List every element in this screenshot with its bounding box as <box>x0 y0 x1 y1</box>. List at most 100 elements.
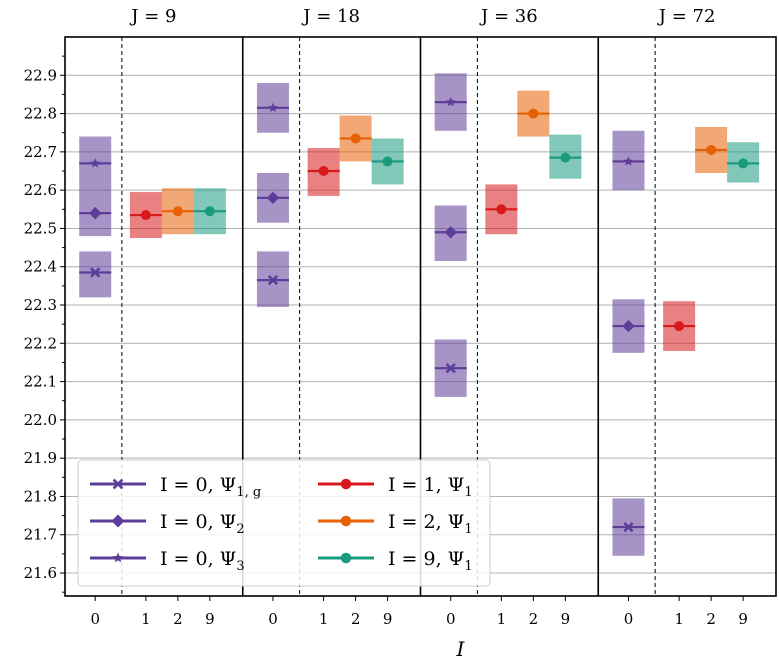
y-tick-label: 22.9 <box>24 66 57 84</box>
marker <box>382 156 393 167</box>
y-tick-label: 22.0 <box>24 411 57 429</box>
data-point <box>79 136 112 191</box>
data-point <box>256 172 289 223</box>
legend-box <box>77 459 491 587</box>
marker <box>267 275 279 286</box>
x-axis-label: I <box>456 637 466 661</box>
x-tick-label: 2 <box>706 610 716 628</box>
x-tick-label: 1 <box>141 610 151 628</box>
legend-entry: I = 1, Ψ1 <box>318 474 473 500</box>
x-tick-label: 1 <box>674 610 684 628</box>
data-point <box>612 130 645 191</box>
panel-title: J = 72 <box>657 6 716 27</box>
marker <box>204 206 215 217</box>
marker <box>623 156 634 166</box>
y-tick-label: 22.8 <box>24 105 57 123</box>
legend-marker <box>340 515 352 527</box>
legend-label: I = 1, Ψ1 <box>388 474 473 500</box>
legend-label-subscript: 2 <box>236 522 244 537</box>
legend-label-subscript: 1, g <box>236 485 261 500</box>
x-tick-label: 0 <box>446 610 456 628</box>
y-axis: 21.6 21.7 21.8 21.9 22.0 22.1 22.2 22.3 22.4 22.5… <box>24 55 65 593</box>
data-point <box>256 251 289 307</box>
legend-entry: I = 0, Ψ2 <box>90 511 245 537</box>
error-band <box>79 251 112 298</box>
marker <box>706 144 717 155</box>
x-tick-label: 0 <box>90 610 100 628</box>
data-point <box>79 190 112 237</box>
marker <box>445 96 456 107</box>
marker <box>445 363 456 374</box>
data-point <box>79 251 112 298</box>
legend-label-subscript: 1 <box>464 485 472 500</box>
y-tick-label: 21.7 <box>24 526 57 544</box>
data-point <box>434 205 467 261</box>
x-tick-label: 0 <box>624 610 634 628</box>
legend-marker <box>112 478 124 490</box>
y-tick-label: 21.8 <box>24 487 57 505</box>
panel-title: J = 36 <box>479 6 538 27</box>
legend-label: I = 2, Ψ1 <box>388 511 473 537</box>
data-point <box>434 339 467 397</box>
y-tick-label: 22.3 <box>24 296 57 314</box>
legend-marker <box>340 552 352 564</box>
data-point <box>256 82 289 133</box>
legend-entry: I = 0, Ψ3 <box>90 548 245 574</box>
x-tick-label: 9 <box>383 610 393 628</box>
data-point <box>371 138 404 185</box>
marker <box>674 321 685 332</box>
y-tick-label: 22.7 <box>24 143 57 161</box>
x-tick-label: 9 <box>561 610 571 628</box>
x-tick-label: 1 <box>319 610 329 628</box>
legend: I = 0, Ψ1, gI = 0, Ψ2I = 0, Ψ3I = 1, Ψ1I… <box>77 459 491 587</box>
data-point <box>307 148 340 196</box>
legend-label-subscript: 3 <box>236 559 244 574</box>
panel-1: J = 9 0 1 2 9 <box>79 6 226 628</box>
plot-frame <box>64 36 777 597</box>
legend-entry: I = 2, Ψ1 <box>318 511 473 537</box>
x-tick-label: 0 <box>268 610 278 628</box>
marker <box>90 267 101 278</box>
marker <box>172 206 183 217</box>
marker <box>738 158 749 169</box>
y-tick-label: 22.2 <box>24 334 57 352</box>
data-point <box>612 498 645 556</box>
marker <box>266 191 280 205</box>
marker <box>89 206 102 220</box>
legend-marker <box>112 552 124 563</box>
marker <box>496 204 507 215</box>
legend-marker <box>111 514 125 528</box>
marker <box>140 210 151 221</box>
legend-label: I = 0, Ψ3 <box>160 548 245 574</box>
x-tick-label: 2 <box>529 610 539 628</box>
marker <box>318 166 329 177</box>
y-tick-label: 22.6 <box>24 181 57 199</box>
marker <box>560 152 571 163</box>
y-tick-label: 22.5 <box>24 219 57 237</box>
marker <box>622 319 635 333</box>
panel-title: J = 18 <box>301 6 360 27</box>
y-tick-label: 21.6 <box>24 564 57 582</box>
legend-label-subscript: 1 <box>464 559 472 574</box>
x-tick-label: 9 <box>205 610 215 628</box>
x-tick-label: 1 <box>497 610 507 628</box>
marker <box>623 521 634 533</box>
x-tick-label: 2 <box>351 610 361 628</box>
x-tick-label: 9 <box>738 610 748 628</box>
legend-label: I = 9, Ψ1 <box>388 548 473 574</box>
data-point <box>339 115 372 162</box>
data-point <box>612 299 645 353</box>
data-point <box>727 142 760 183</box>
y-tick-label: 21.9 <box>24 449 57 467</box>
data-point <box>161 188 194 235</box>
legend-label-subscript: 1 <box>464 522 472 537</box>
panel-4: J = 72 0 1 2 9 <box>597 6 760 628</box>
data-point <box>517 90 550 137</box>
marker <box>528 108 539 119</box>
marker <box>350 133 361 144</box>
data-point <box>434 73 467 131</box>
data-point <box>549 134 582 179</box>
data-point <box>663 301 696 351</box>
legend-entry: I = 9, Ψ1 <box>318 548 473 574</box>
